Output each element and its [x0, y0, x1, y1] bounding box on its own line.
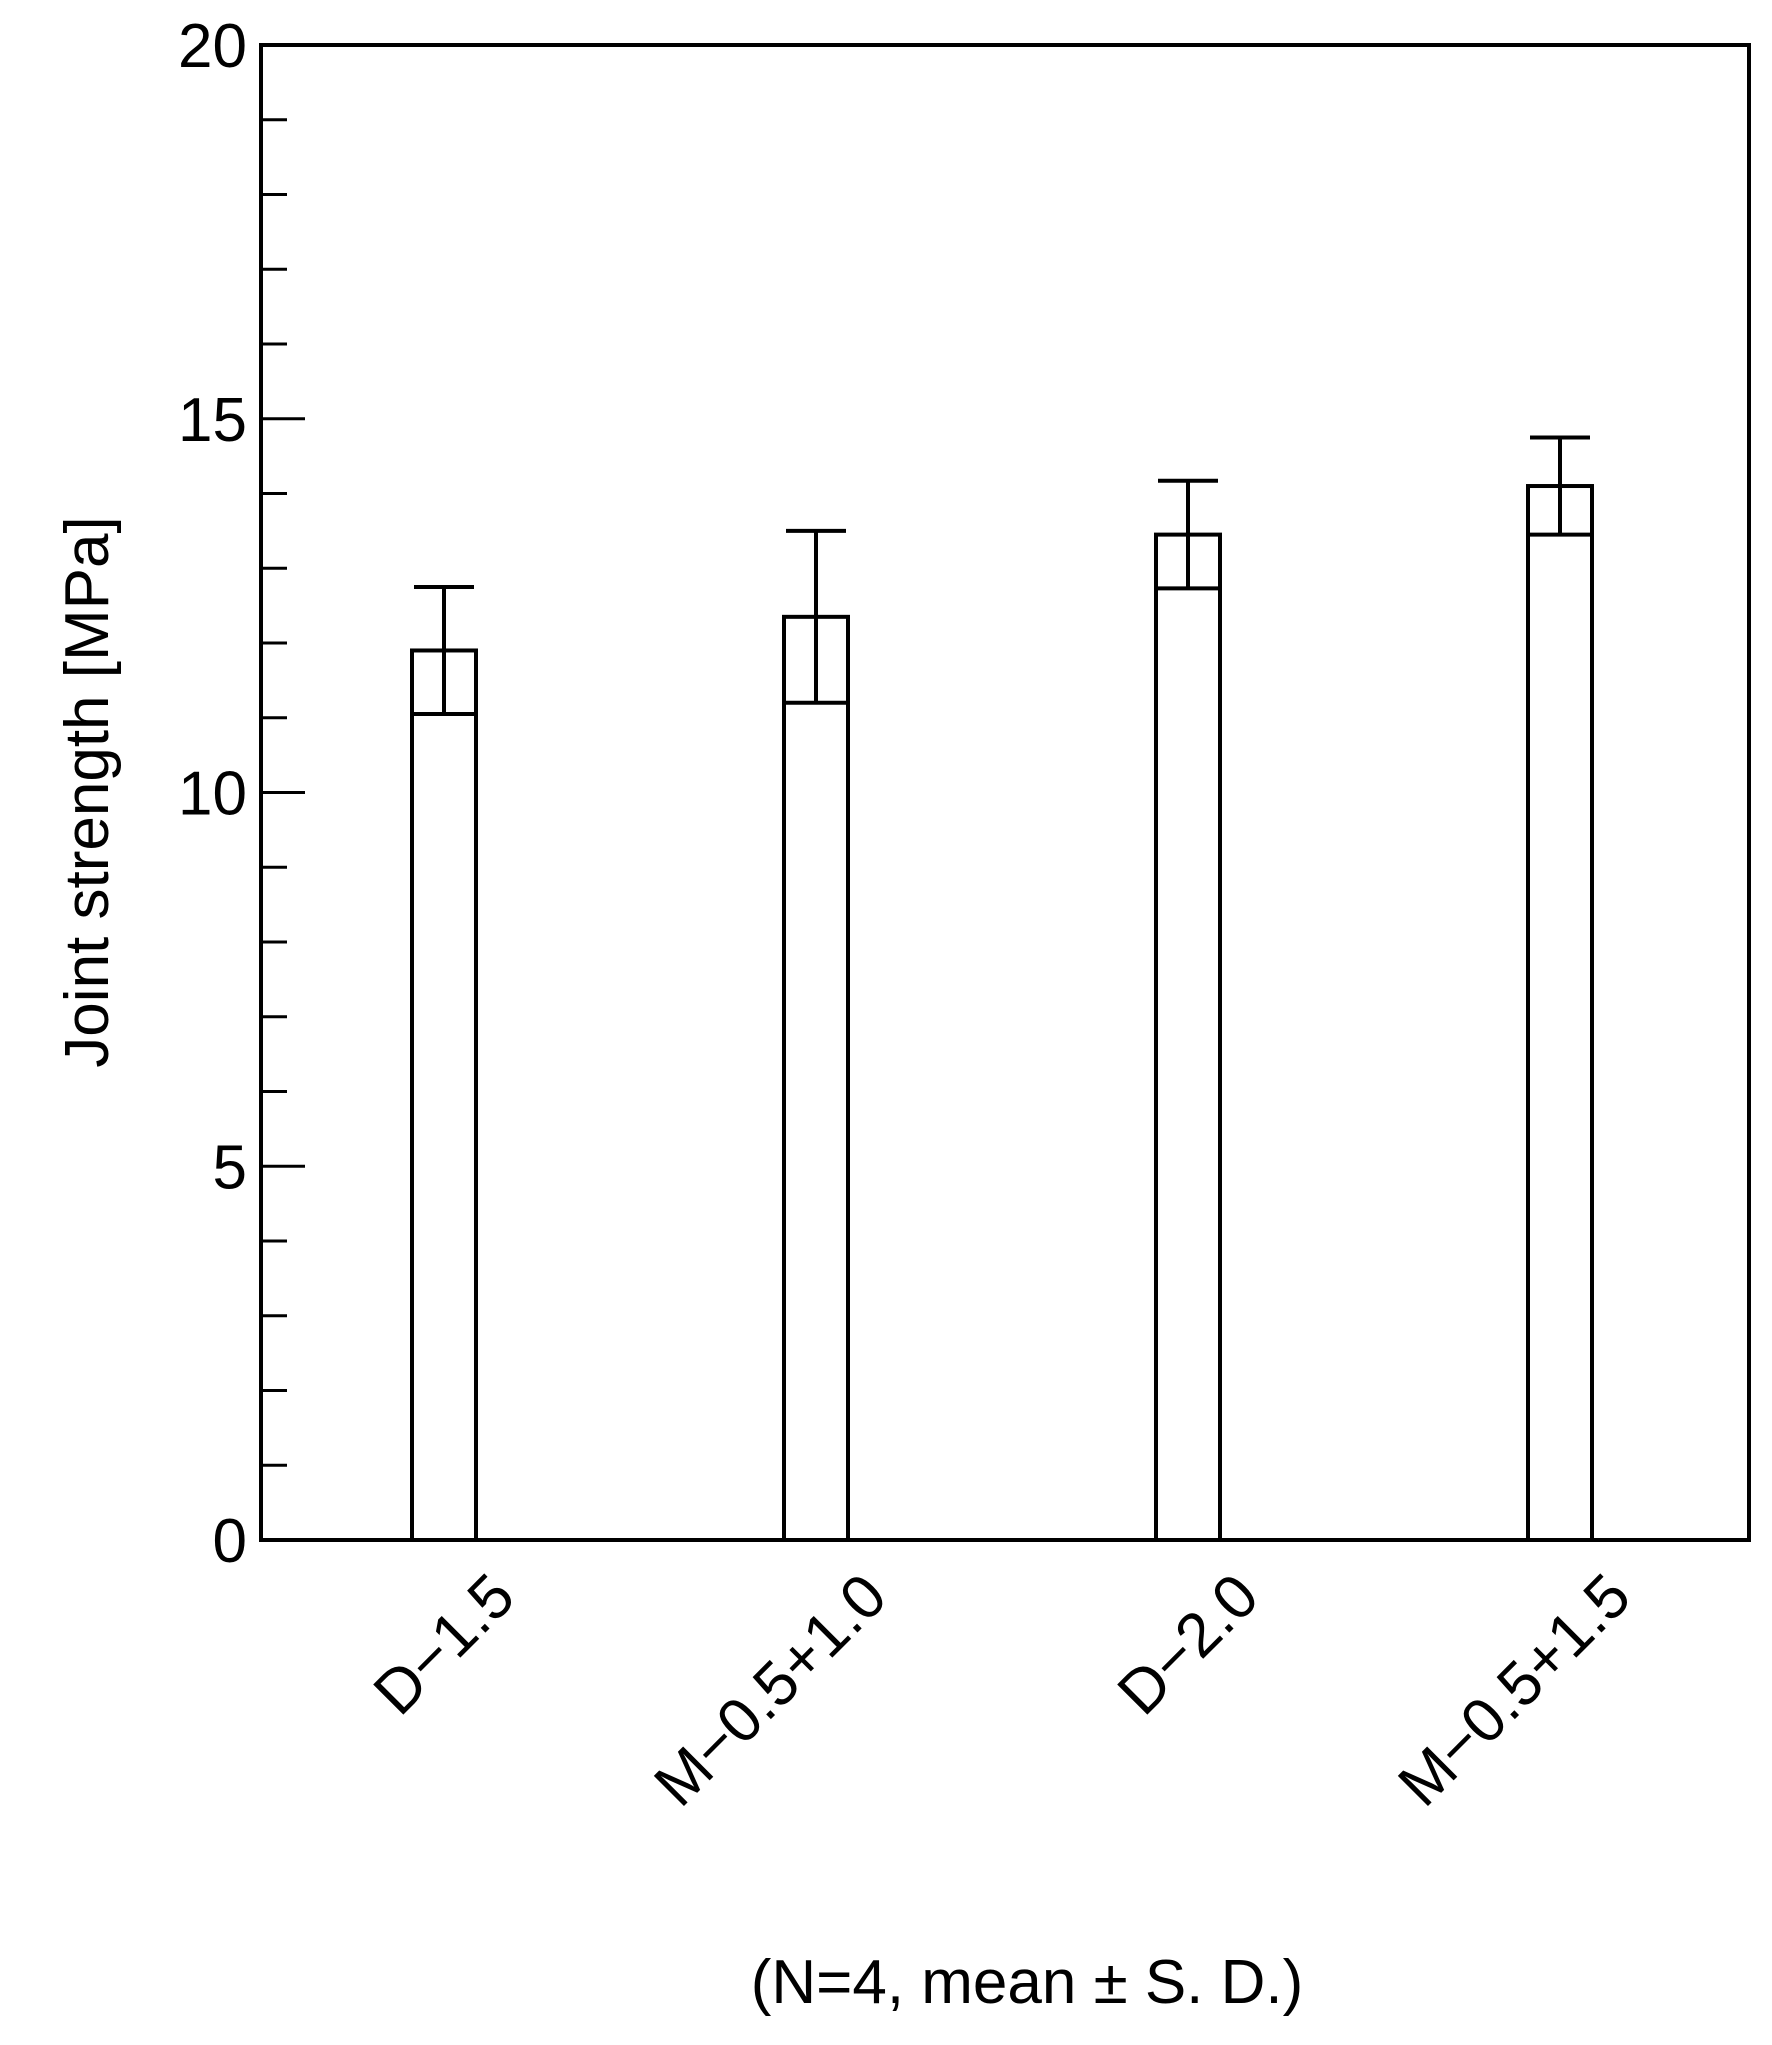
y-axis-label: Joint strength [MPa] — [53, 516, 122, 1067]
x-category-label: M−0.5+1.0 — [641, 1561, 899, 1819]
plot-frame — [259, 43, 1751, 1542]
y-tick-label: 10 — [178, 760, 247, 829]
bar — [410, 648, 478, 1542]
x-category-label: D−2.0 — [1105, 1561, 1272, 1728]
bars — [410, 484, 1594, 1542]
bar — [1526, 484, 1594, 1542]
bar — [782, 614, 850, 1542]
x-category-label: M−0.5+1.5 — [1385, 1561, 1643, 1819]
y-tick-label: 15 — [178, 386, 247, 455]
error-bars — [412, 435, 1592, 717]
bar — [1154, 532, 1222, 1542]
y-axis-tick-labels: 0 5 10 15 20 — [178, 12, 247, 1576]
y-axis-ticks — [261, 118, 305, 1467]
x-axis-category-labels: D−1.5 M−0.5+1.0 D−2.0 M−0.5+1.5 — [361, 1561, 1644, 1819]
chart-note: (N=4, mean ± S. D.) — [751, 1948, 1304, 2017]
x-category-label: D−1.5 — [361, 1561, 528, 1728]
y-tick-label: 5 — [213, 1133, 247, 1202]
y-tick-label: 0 — [213, 1507, 247, 1576]
y-tick-label: 20 — [178, 12, 247, 81]
